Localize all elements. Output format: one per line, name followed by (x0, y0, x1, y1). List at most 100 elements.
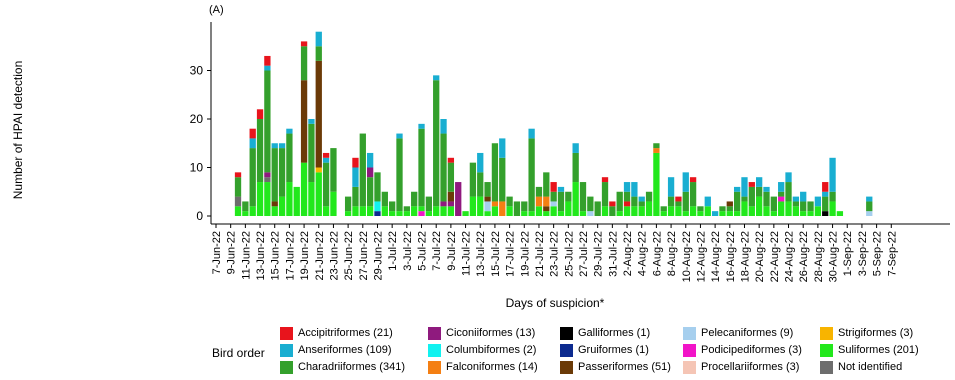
bar-segment (381, 206, 388, 216)
bar-segment (866, 201, 873, 212)
bar-segment (572, 143, 579, 153)
bar-segment (374, 201, 381, 212)
bar-segment (440, 133, 447, 202)
bar-segment (484, 196, 491, 202)
bar-segment (330, 191, 337, 216)
bar-segment (829, 201, 836, 216)
bar-segment (322, 206, 330, 216)
bar-segment (631, 182, 638, 197)
bar-segment (242, 201, 249, 212)
legend-item: Charadriiformes (341) (280, 360, 405, 374)
bar-segment (484, 182, 491, 197)
bar-segment (778, 201, 785, 216)
bar-segment (675, 206, 682, 216)
legend-item: Gruiformes (1) (560, 343, 649, 357)
x-tick-label: 17-Jul-22 (505, 231, 517, 277)
bar-segment (308, 123, 315, 183)
legend-item: Falconiformes (14) (428, 360, 538, 374)
x-tick-label: 27-Jul-22 (578, 231, 590, 277)
x-tick-label: 9-Jul-22 (446, 231, 458, 271)
bar-segment (271, 148, 278, 202)
bar-segment (822, 211, 829, 216)
bar-segment (403, 206, 410, 212)
bar-segment (447, 201, 455, 207)
bar-segment (418, 128, 425, 207)
bar-segment (543, 196, 550, 207)
bar-segment (484, 201, 491, 212)
bar-segment (396, 138, 403, 212)
bar-segment (344, 196, 352, 212)
bar-segment (418, 211, 425, 216)
legend-swatch (683, 343, 696, 357)
bar-segment (521, 201, 528, 212)
bar-segment (366, 206, 374, 216)
bar-segment (477, 152, 484, 173)
bar-segment (256, 182, 264, 216)
bar-segment (689, 177, 697, 183)
bar-segment (322, 162, 330, 207)
x-tick-label: 7-Jun-22 (211, 231, 223, 274)
bar-segment (667, 177, 675, 197)
bar-segment (425, 211, 433, 216)
legend-label: Accipitriformes (21) (298, 327, 393, 339)
bar-segment (300, 41, 308, 47)
bar-segment (535, 206, 543, 216)
y-tick-label: 30 (190, 64, 204, 78)
bar-segment (756, 186, 763, 197)
bar-segment (499, 138, 506, 158)
legend-swatch (560, 343, 573, 357)
bar-segment (381, 191, 388, 207)
bar-segment (315, 31, 322, 47)
bar-segment (778, 182, 785, 192)
bar-segment (418, 123, 425, 129)
bar-segment (308, 119, 315, 124)
x-tick-label: 18-Aug-22 (739, 231, 751, 282)
bar-segment (550, 206, 557, 216)
bar-segment (278, 143, 286, 149)
bar-segment (352, 157, 359, 168)
bar-segment (264, 177, 271, 183)
bar-segment (704, 196, 711, 207)
bar-segment (528, 138, 535, 212)
bar-segment (800, 201, 807, 212)
bar-segment (778, 196, 785, 202)
bar-segment (477, 172, 484, 197)
legend-item: Accipitriformes (21) (280, 326, 393, 340)
bar-segment (271, 206, 278, 216)
bar-segment (433, 75, 440, 81)
bar-segment (770, 196, 777, 212)
bar-segment (822, 196, 829, 212)
bar-segment (286, 133, 293, 183)
bar-segment (557, 191, 565, 212)
legend-item: Suliformes (201) (820, 343, 919, 357)
bar-segment (315, 46, 322, 61)
bar-segment (587, 196, 594, 212)
bar-segment (587, 211, 594, 216)
bar-segment (667, 196, 675, 207)
legend-swatch (428, 360, 441, 374)
legend-swatch (820, 343, 833, 357)
bar-segment (352, 186, 359, 207)
legend-item: Passeriformes (51) (560, 360, 671, 374)
bar-segment (418, 206, 425, 212)
bar-segment (807, 211, 814, 216)
bar-segment (550, 182, 557, 192)
x-tick-label: 15-Jul-22 (490, 231, 502, 277)
legend-item: Strigiformes (3) (820, 326, 913, 340)
legend-title: Bird order (212, 346, 265, 360)
bar-segment (807, 201, 814, 212)
bar-segment (726, 201, 733, 207)
bar-segment (623, 201, 631, 207)
x-tick-label: 9-Jun-22 (226, 231, 238, 274)
bar-segment (601, 182, 609, 207)
legend-swatch (820, 360, 833, 374)
bar-segment (315, 167, 322, 173)
bar-segment (785, 182, 792, 202)
x-tick-label: 27-Jun-22 (358, 231, 370, 281)
bar-segment (829, 157, 836, 192)
bar-segment (792, 206, 800, 216)
bar-segment (565, 191, 572, 202)
bar-segment (352, 167, 359, 187)
bar-segment (638, 201, 645, 207)
x-tick-label: 11-Jun-22 (240, 231, 252, 280)
